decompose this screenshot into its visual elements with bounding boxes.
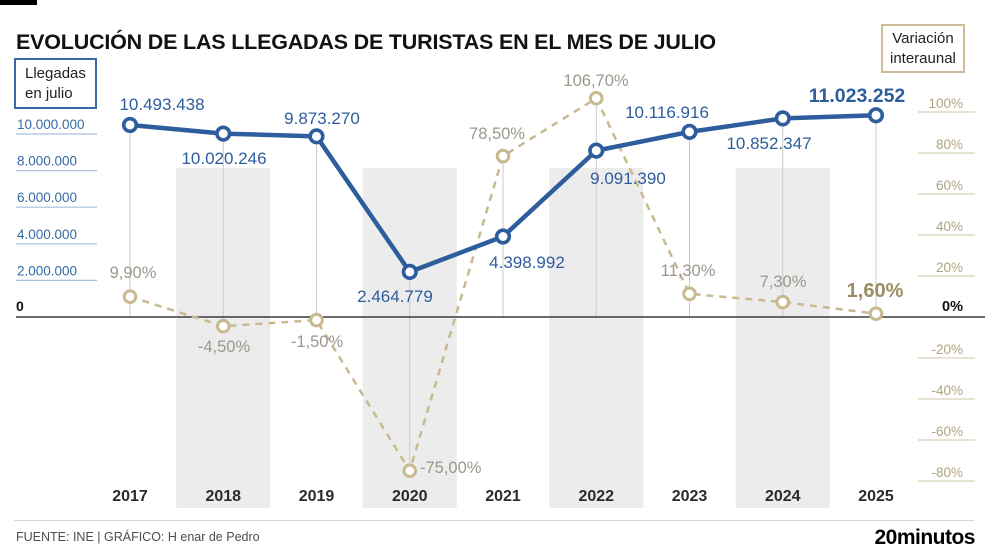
- left-axis-tick-label: 2.000.000: [17, 263, 77, 278]
- right-axis-tick-label: 100%: [928, 96, 963, 111]
- x-axis-year-label: 2018: [205, 488, 241, 505]
- variation-line: [129, 96, 877, 474]
- variation-point: [215, 318, 231, 334]
- variation-point: [588, 90, 604, 106]
- arrivals-value-label: 2.464.779: [357, 287, 433, 306]
- variation-value-label: -75,00%: [420, 459, 482, 477]
- variation-value-label: -4,50%: [198, 338, 251, 356]
- brand-corner-mark: [0, 0, 37, 5]
- arrivals-point: [494, 228, 512, 245]
- arrivals-value-label: 10.493.438: [119, 95, 204, 114]
- arrivals-value-label: 9.091.390: [590, 169, 666, 188]
- variation-value-label: 78,50%: [469, 125, 525, 143]
- variation-point: [402, 463, 418, 479]
- x-axis-year-label: 2017: [112, 488, 148, 505]
- variation-point: [309, 312, 324, 328]
- right-axis-zero-label: 0%: [942, 299, 963, 315]
- arrivals-point: [121, 116, 139, 134]
- x-axis-year-label: 2021: [485, 488, 521, 505]
- x-axis-year-label: 2022: [578, 488, 614, 505]
- arrivals-value-label: 11.023.252: [809, 85, 906, 107]
- arrivals-value-label: 10.116.916: [625, 103, 709, 122]
- variation-point: [495, 148, 511, 164]
- arrivals-point: [588, 142, 605, 159]
- arrivals-point: [308, 128, 325, 145]
- page-title: EVOLUCIÓN DE LAS LLEGADAS DE TURISTAS EN…: [16, 30, 716, 55]
- x-axis-year-label: 2019: [299, 488, 335, 505]
- right-axis-tick-label: -40%: [931, 383, 963, 398]
- arrivals-point: [401, 263, 418, 280]
- right-axis-tick-label: 60%: [936, 178, 963, 193]
- arrivals-point: [215, 125, 232, 142]
- variation-value-label: 106,70%: [563, 72, 628, 90]
- left-axis-tick-label: 8.000.000: [17, 154, 77, 169]
- arrivals-point: [867, 107, 885, 124]
- variation-value-label: -1,50%: [291, 333, 344, 351]
- right-axis-tick-label: -80%: [931, 465, 963, 480]
- right-axis-tick-label: 40%: [936, 219, 963, 234]
- x-axis-year-label: 2020: [392, 488, 428, 505]
- x-axis-year-label: 2024: [765, 488, 801, 505]
- legend-arrivals: Llegadas en julio: [14, 58, 97, 109]
- variation-point: [122, 289, 138, 305]
- arrivals-value-label: 9.873.270: [284, 109, 360, 128]
- publisher-logo: 20minutos: [874, 526, 975, 549]
- arrivals-value-label: 10.020.246: [181, 149, 266, 168]
- variation-value-label: 7,30%: [760, 273, 807, 291]
- variation-value-label: 9,90%: [110, 264, 157, 282]
- right-axis-tick-label: -20%: [931, 342, 963, 357]
- x-axis-year-label: 2023: [672, 488, 708, 505]
- variation-point: [682, 286, 697, 302]
- arrivals-point: [681, 123, 698, 140]
- left-axis-tick-label: 6.000.000: [17, 190, 77, 205]
- footer-divider: [14, 520, 974, 521]
- right-axis-tick-label: -60%: [931, 424, 963, 439]
- x-axis-year-label: 2025: [858, 488, 894, 505]
- variation-value-label: 11,30%: [661, 262, 716, 280]
- variation-point: [868, 306, 884, 322]
- variation-point: [775, 294, 791, 310]
- arrivals-value-label: 4.398.992: [489, 253, 565, 272]
- right-axis-tick-label: 20%: [936, 260, 963, 275]
- arrivals-point: [774, 110, 791, 127]
- left-axis-zero-label: 0: [16, 298, 24, 314]
- footer-source-credit: FUENTE: INE | GRÁFICO: H enar de Pedro: [16, 530, 260, 544]
- variation-value-label: 1,60%: [847, 280, 904, 302]
- legend-variation: Variación interaunal: [881, 24, 965, 73]
- arrivals-value-label: 10.852.347: [726, 134, 811, 153]
- left-axis-tick-label: 10.000.000: [17, 117, 85, 132]
- left-axis-tick-label: 4.000.000: [17, 227, 77, 242]
- right-axis-tick-label: 80%: [936, 137, 963, 152]
